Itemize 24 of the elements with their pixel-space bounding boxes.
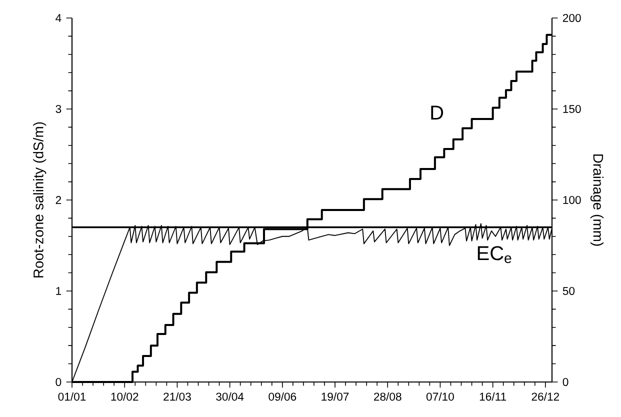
y2-tick-label: 50 [562, 286, 575, 295]
x-tick-label: 26/12 [532, 392, 560, 401]
y2-tick-label: 200 [562, 14, 581, 22]
y2-tick-label: 0 [562, 378, 568, 386]
y-tick-label: 3 [56, 104, 62, 113]
y-tick-label: 4 [56, 14, 62, 22]
y-axis-title: Root-zone salinity (dS/m) [33, 122, 46, 278]
y2-tick-label: 150 [563, 104, 581, 113]
x-tick-label: 10/02 [111, 392, 138, 401]
x-tick-label: 19/07 [322, 392, 349, 401]
series-label: D [431, 106, 444, 120]
y-tick-label: 0 [56, 378, 62, 386]
x-tick-label: 01/01 [58, 392, 86, 401]
x-tick-label: 30/04 [216, 392, 244, 401]
x-tick-label: 07/10 [426, 392, 454, 401]
y-tick-label: 2 [56, 196, 62, 204]
x-tick-label: 28/08 [374, 392, 402, 401]
y2-tick-label: 100 [563, 196, 581, 204]
x-tick-label: 16/11 [480, 392, 506, 401]
x-tick-label: 09/06 [268, 392, 296, 401]
series-label: EC$_{e}$ [478, 246, 512, 264]
y-tick-label: 1 [56, 287, 62, 295]
x-tick-label: 21/03 [164, 392, 191, 401]
y2-axis-title: Drainage (mm) [590, 154, 604, 246]
